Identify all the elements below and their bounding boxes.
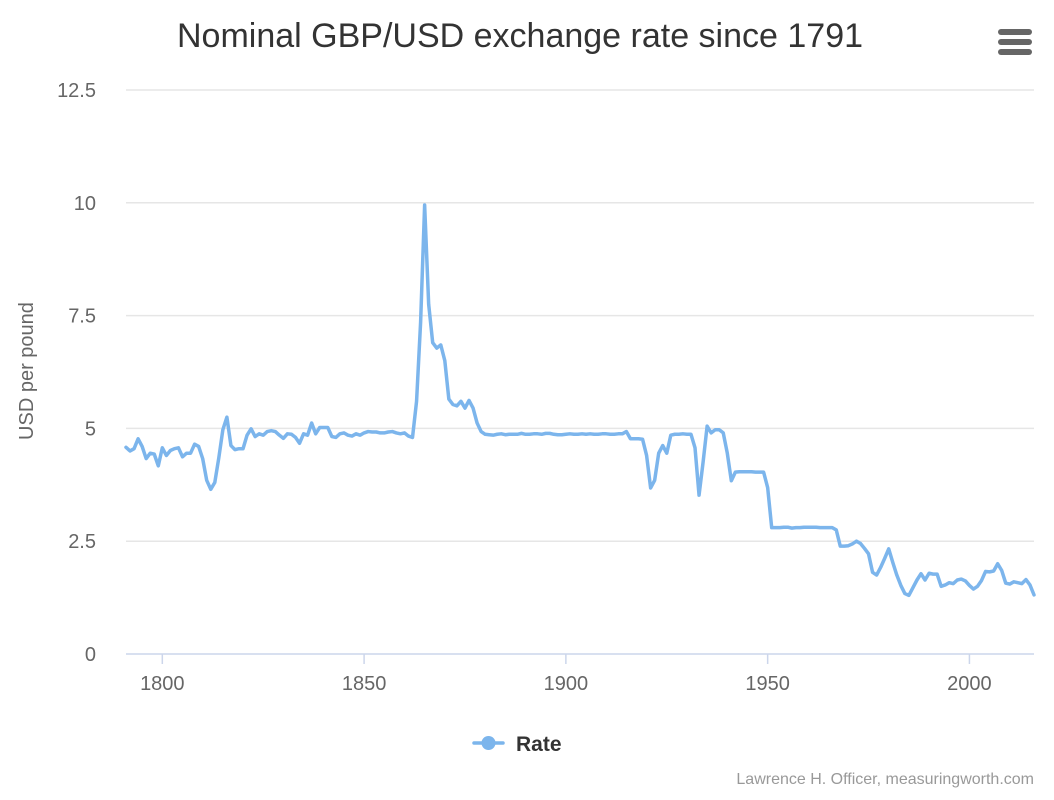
- x-axis: 1800 1850 1900 1950 2000: [126, 653, 1034, 695]
- legend-marker-icon: [481, 736, 496, 750]
- y-tick-label: 10: [74, 193, 96, 215]
- y-tick-label: 7.5: [68, 306, 96, 328]
- hamburger-menu-icon: [998, 29, 1032, 55]
- x-tick-label: 2000: [947, 673, 992, 695]
- x-tick-label: 1950: [745, 673, 790, 695]
- legend-item-rate[interactable]: Rate: [472, 733, 562, 756]
- y-tick-label: 0: [85, 644, 96, 666]
- series-layer: [124, 203, 1036, 598]
- y-tick-label: 5: [85, 418, 96, 440]
- grid-lines: [126, 89, 1034, 542]
- context-menu-button[interactable]: [990, 20, 1040, 64]
- chart-title: Nominal GBP/USD exchange rate since 1791: [177, 17, 863, 55]
- series-line-rate[interactable]: [124, 203, 1036, 598]
- chart-credits[interactable]: Lawrence H. Officer, measuringworth.com: [736, 771, 1034, 788]
- y-tick-label: 12.5: [57, 80, 96, 102]
- y-axis-label: USD per pound: [16, 302, 38, 440]
- legend-label: Rate: [516, 733, 562, 756]
- x-tick-label: 1800: [140, 673, 185, 695]
- x-tick-label: 1900: [544, 673, 589, 695]
- y-tick-label: 2.5: [68, 531, 96, 553]
- y-axis-ticks: 0 2.5 5 7.5 10 12.5: [57, 80, 96, 666]
- x-tick-label: 1850: [342, 673, 387, 695]
